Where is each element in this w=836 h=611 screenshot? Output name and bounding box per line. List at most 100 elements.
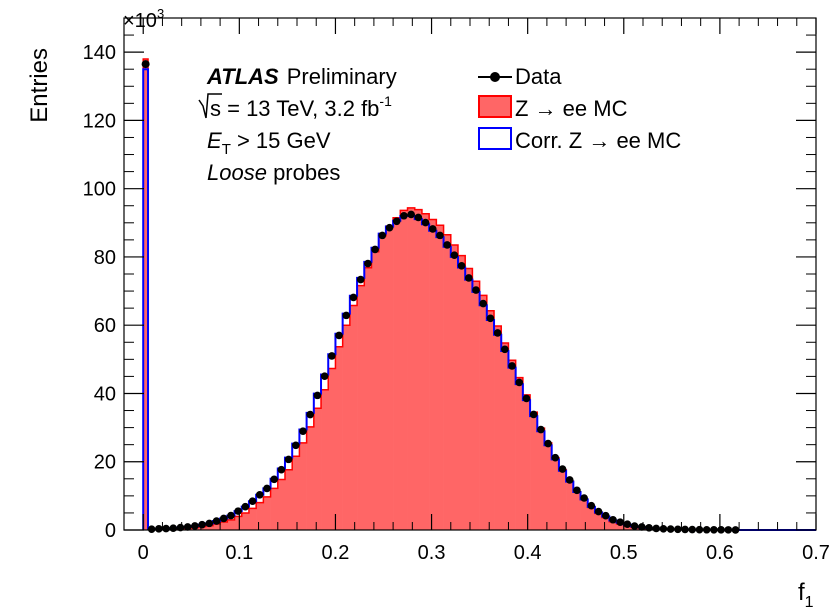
data-spike-point	[141, 60, 150, 69]
data-point	[652, 524, 661, 533]
y-multiplier-base: ×10	[123, 10, 157, 32]
mc-bin	[580, 499, 589, 530]
mc-bin	[248, 508, 257, 530]
y-tick-label: 120	[83, 110, 116, 132]
data-point	[522, 394, 531, 403]
mc-bin	[284, 469, 293, 530]
data-point	[378, 231, 387, 240]
y-tick-label: 40	[94, 383, 116, 405]
data-point	[428, 225, 437, 233]
data-point	[263, 484, 271, 493]
data-point	[371, 245, 379, 254]
mc-bin	[616, 523, 625, 530]
data-point	[270, 475, 278, 484]
y-multiplier-exponent: 3	[157, 6, 164, 21]
data-point	[349, 293, 358, 302]
mc-bin	[263, 496, 271, 530]
mc-bin	[508, 360, 516, 530]
data-point	[544, 439, 552, 448]
x-axis-label: f1	[798, 579, 814, 611]
mc-bin	[436, 225, 444, 530]
data-point	[537, 425, 545, 434]
data-point	[443, 241, 451, 249]
mc-bin	[256, 502, 264, 530]
x-tick-label: 0	[138, 542, 149, 564]
data-point	[457, 261, 466, 270]
energy-lumi-text: s = 13 TeV, 3.2 fb	[210, 96, 379, 121]
mc-bin	[530, 412, 538, 530]
data-point	[623, 520, 632, 528]
data-point	[659, 524, 668, 533]
mc-bin	[551, 457, 560, 530]
data-point	[558, 465, 567, 473]
legend-entry-corr-mc: Corr. Z → ee MC	[478, 127, 681, 153]
data-point	[580, 494, 588, 502]
mc-bin	[371, 251, 379, 530]
data-point	[284, 455, 293, 464]
data-point	[364, 259, 372, 268]
mc-bin	[306, 426, 315, 530]
data-point	[400, 211, 408, 220]
data-point	[414, 213, 423, 222]
data-point	[515, 378, 524, 387]
data-point	[630, 522, 639, 530]
data-point	[587, 501, 596, 510]
mc-bin	[443, 234, 452, 530]
mc-bin	[328, 368, 336, 530]
data-point	[255, 491, 264, 499]
y-tick-label: 20	[94, 452, 116, 474]
data-point	[205, 519, 214, 528]
data-point	[450, 251, 459, 260]
mc-bin	[494, 326, 502, 530]
plot-content	[141, 58, 816, 534]
svg-text:s = 13 TeV, 3.2 fb-1: s = 13 TeV, 3.2 fb-1	[210, 93, 392, 121]
y-tick-label: 80	[94, 247, 116, 269]
data-point	[551, 453, 560, 462]
mc-bin	[335, 346, 343, 530]
data-point	[328, 352, 336, 360]
mc-bin	[220, 522, 228, 530]
mc-bin	[522, 394, 531, 530]
legend-mc-swatch	[478, 95, 512, 118]
mc-bin	[212, 523, 221, 530]
probes-italic: Loose	[207, 160, 267, 185]
data-point	[472, 286, 480, 294]
x-tick-label: 0.4	[514, 542, 542, 564]
probes-text: probes	[267, 160, 340, 185]
mc-bin	[205, 525, 214, 530]
data-point	[392, 217, 401, 226]
mc-bin	[429, 219, 437, 530]
sqrt-symbol	[198, 93, 222, 119]
data-point	[291, 441, 300, 450]
data-point	[666, 525, 675, 533]
data-point	[421, 218, 430, 227]
data-point	[248, 497, 257, 506]
data-point	[616, 518, 624, 526]
mc-bin	[299, 442, 307, 530]
annotations: ATLAS Preliminary s = 13 TeV, 3.2 fb-1 ET…	[198, 64, 397, 185]
data-point	[565, 476, 574, 484]
mc-bin	[450, 244, 459, 530]
mc-bin	[241, 512, 250, 530]
mc-bin	[602, 517, 610, 530]
data-point	[219, 514, 228, 523]
x-tick-label: 0.3	[418, 542, 446, 564]
mc-bin	[364, 267, 372, 530]
mc-bin	[544, 442, 552, 530]
y-tick-label: 0	[105, 520, 116, 542]
x-tick-label: 0.6	[706, 542, 734, 564]
data-point	[335, 331, 343, 340]
data-point	[212, 517, 221, 525]
y-tick-label: 140	[83, 42, 116, 64]
data-point	[191, 522, 199, 530]
legend-corr-mc-label: Corr. Z → ee MC	[515, 128, 681, 153]
mc-bin	[537, 428, 545, 530]
mc-bin	[378, 235, 387, 530]
mc-bin	[400, 210, 408, 530]
data-point	[486, 314, 495, 323]
data-point	[277, 465, 286, 474]
data-point	[501, 345, 509, 354]
data-point	[183, 523, 192, 531]
mc-bin	[515, 377, 524, 530]
